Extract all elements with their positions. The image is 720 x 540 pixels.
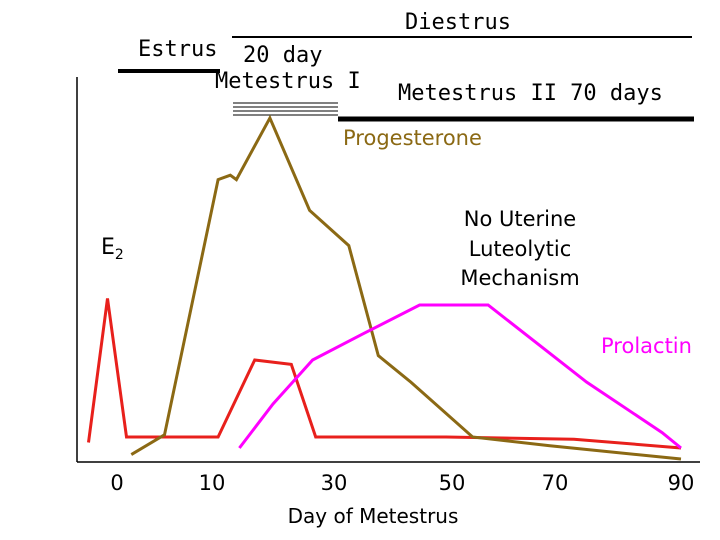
- x-tick-label: 10: [199, 471, 226, 495]
- x-axis-title: Day of Metestrus: [288, 504, 459, 528]
- diestrus-label: Diestrus: [405, 10, 511, 35]
- series-line-e2: [87, 298, 682, 450]
- series-label-prolactin: Prolactin: [601, 334, 692, 358]
- series-label-progesterone: Progesterone: [343, 126, 482, 150]
- estrus-label: Estrus: [138, 37, 217, 62]
- x-tick-label: 90: [668, 471, 695, 495]
- annotation-line-2: Luteolytic: [469, 237, 572, 261]
- series-label-e2: E2: [101, 235, 124, 263]
- x-tick-label: 0: [110, 471, 123, 495]
- metestrus1-days-label: 20 day: [243, 43, 322, 68]
- annotation-line-1: No Uterine: [464, 207, 576, 231]
- series-line-prolactin: [238, 303, 682, 450]
- annotation-line-3: Mechanism: [460, 266, 579, 290]
- x-tick-label: 70: [542, 471, 569, 495]
- metestrus2-label: Metestrus II 70 days: [398, 81, 663, 106]
- metestrus1-name-label: Metestrus I: [215, 69, 361, 94]
- series-line-progesterone: [130, 114, 682, 461]
- x-tick-label: 50: [439, 471, 466, 495]
- x-tick-label: 30: [321, 471, 348, 495]
